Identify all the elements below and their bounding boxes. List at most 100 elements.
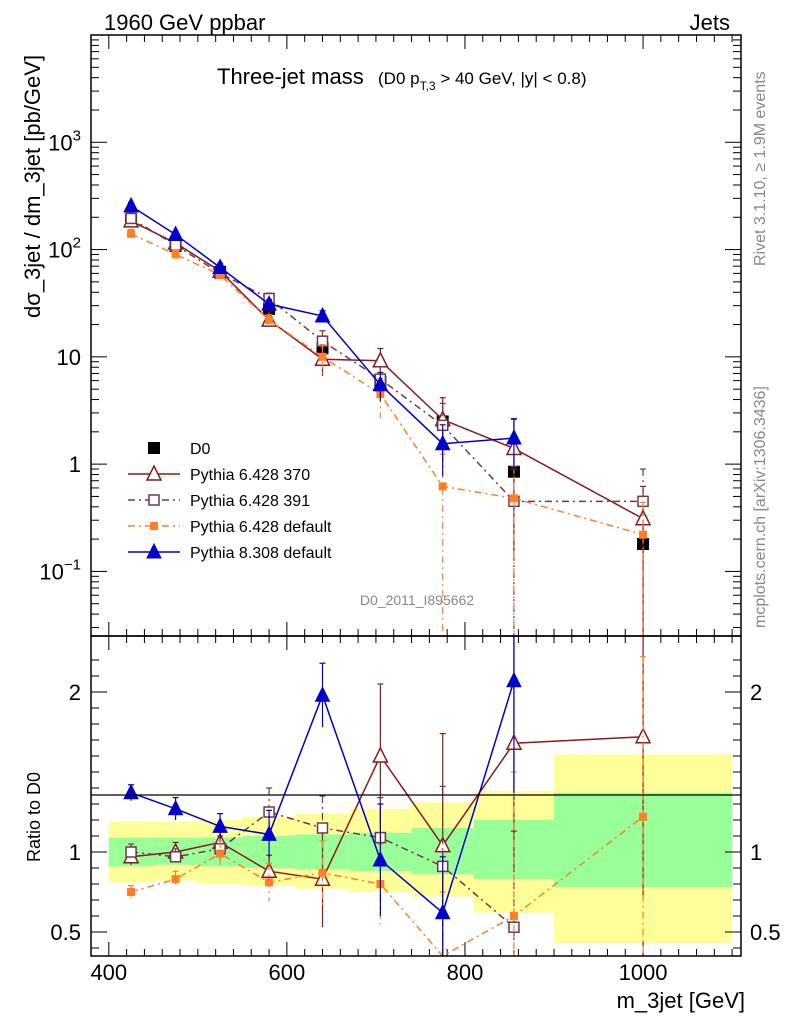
point-pdef6 [127,229,136,238]
mcplots-label: mcplots.cern.ch [arXiv:1306.3436] [752,386,769,628]
series-pdef6 [127,228,648,636]
header-left: 1960 GeV ppbar [104,10,265,35]
series-p8 [123,196,522,477]
point-pdef6 [639,530,648,539]
legend-label-data: D0 [190,441,211,458]
point-p370 [434,835,451,853]
y-tick-label: 10−1 [39,556,81,584]
point-p8 [372,850,389,867]
point-p8 [372,375,389,392]
point-pdef6 [265,878,274,887]
ratio-series [122,635,652,957]
y-axis-title: dσ_3jet / dm_3jet [pb/GeV] [20,55,45,318]
x-tick-label: 800 [447,960,484,985]
point-p8 [434,903,451,920]
point-p8 [314,306,331,323]
legend-item-p391: Pythia 6.428 391 [128,493,310,510]
title-cut-rest: > 40 GeV, |y| < 0.8) [436,69,587,88]
legend-item-pdef6: Pythia 6.428 default [128,519,332,536]
point-p8 [506,428,522,445]
x-tick-label: 600 [269,960,306,985]
point-pdef6 [216,849,225,858]
point-p8 [434,434,451,451]
legend-item-p8: Pythia 8.308 default [128,542,332,562]
point-p8 [212,258,228,275]
rivet-version-label: Rivet 3.1.10, ≥ 1.9M events [752,71,769,266]
point-pdef6 [639,812,648,821]
ratio-axis-ticks: 400 600 800 1000 0.5 0.5 1 1 2 2 [50,636,781,985]
point-p370 [372,351,389,368]
point-p391 [169,851,182,863]
series-line-pdef6 [130,233,644,536]
legend-label-pdef6: Pythia 6.428 default [190,519,332,536]
y-tick-label: 103 [48,127,81,155]
ratio-y-tick-label-left: 0.5 [50,920,81,945]
point-pdef6 [509,494,518,503]
legend-item-p370: Pythia 6.428 370 [128,464,310,484]
point-p391 [316,822,329,834]
title-cut-sub: T,3 [420,79,436,93]
analysis-id-label: D0_2011_I895662 [360,592,474,608]
main-series [122,196,652,636]
plot-title: Three-jet mass (D0 pT,3 > 40 GeV, |y| < … [217,64,587,93]
y-tick-label: 1 [69,452,81,477]
point-pdef6 [216,270,225,279]
title-main: Three-jet mass [217,64,364,89]
series-line-p391 [130,811,515,928]
ratio-y-tick-label-right: 2 [750,680,762,705]
point-p8 [314,686,331,702]
point-p8 [167,799,184,816]
point-p8 [261,825,277,841]
point-pdef6 [127,888,136,896]
point-pdef6 [438,482,447,491]
header-right: Jets [690,10,730,35]
legend-label-p8: Pythia 8.308 default [190,545,332,562]
y-tick-label: 10 [57,345,81,370]
legend-marker-data [148,442,160,454]
legend-marker-p370 [145,464,163,481]
ratio-y-axis-title: Ratio to D0 [24,772,44,862]
ratio-y-tick-label-right: 0.5 [750,920,781,945]
point-p8 [261,295,277,311]
point-p8 [506,671,522,688]
ratio-y-tick-label-right: 1 [750,840,762,865]
series-p391 [125,212,649,636]
point-p391 [125,846,137,858]
point-p391 [169,239,182,251]
point-pdef6 [509,912,518,920]
series-p370 [122,211,652,636]
point-p8 [212,817,228,833]
ratio-uncertainty-bands [108,754,733,944]
legend-marker-p8 [146,542,162,559]
series-line-p391 [130,217,644,503]
point-pdef6 [171,250,180,259]
main-axis-ticks: 10−1 1 10 102 103 [39,34,741,636]
x-tick-label: 400 [90,960,127,985]
point-p8 [123,783,139,800]
point-p391 [125,212,137,225]
point-pdef6 [171,875,180,884]
legend-marker-p391 [148,494,160,506]
ratio-y-tick-label-left: 1 [69,840,81,865]
title-cut-open: (D0 p [378,69,420,88]
y-tick-label: 102 [48,235,81,263]
point-pdef6 [318,868,327,877]
series-line-p8 [130,205,515,445]
ratio-y-tick-label-left: 2 [69,680,81,705]
legend-label-p370: Pythia 6.428 370 [190,467,310,484]
point-pdef6 [265,316,274,325]
point-p8 [167,225,184,242]
point-p8 [123,196,139,213]
point-p370 [372,746,389,763]
ratio-panel-frame [90,635,742,957]
legend-label-p391: Pythia 6.428 391 [190,493,310,510]
legend: D0 Pythia 6.428 370 Pythia 6.428 391 Pythia… [128,441,332,562]
legend-marker-pdef6 [150,522,158,530]
x-tick-label: 1000 [619,960,668,985]
legend-item-data: D0 [148,441,211,458]
x-axis-title: m_3jet [GeV] [617,988,745,1013]
series-p8 [123,635,522,956]
series-line-p8 [130,680,515,915]
title-cut: (D0 pT,3 > 40 GeV, |y| < 0.8) [378,69,587,93]
